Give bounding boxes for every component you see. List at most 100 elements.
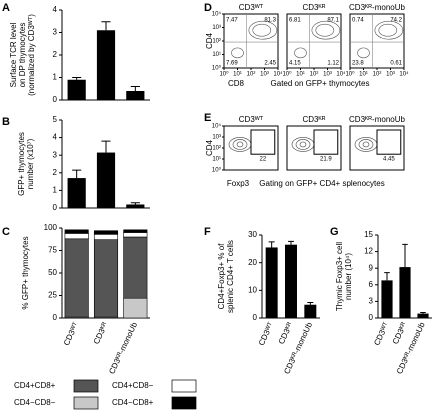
plot-title: CD3ᵂᵀ	[239, 115, 264, 124]
y-tick-label: 30	[248, 230, 257, 239]
y-tick-label: 25	[48, 291, 57, 300]
quadrant-value: 0.61	[390, 61, 402, 67]
error-bar	[72, 169, 82, 179]
y-tick-label: 15	[364, 230, 373, 239]
contour	[231, 47, 244, 59]
y-tick-label: 10¹	[212, 52, 221, 58]
x-tick-label: 10²	[247, 72, 256, 78]
quadrant-value: 0.74	[352, 18, 364, 24]
note: Gating on GFP+ CD4+ splenocytes	[259, 179, 384, 188]
x-axis-label: CD8	[228, 79, 245, 88]
y-tick-label: 10³	[212, 135, 221, 141]
x-axis-label: Foxp3	[227, 179, 250, 188]
panel-letter: G	[330, 226, 339, 238]
contour	[295, 139, 311, 150]
bar	[126, 91, 145, 100]
y-axis-label: % GFP+ thymocytes	[21, 236, 30, 309]
plot-title: CD3ᴷᴿ-monoUb	[349, 115, 405, 124]
y-tick-label: 10	[248, 285, 257, 294]
panel-letter: A	[2, 2, 10, 14]
quadrant-line	[350, 14, 404, 68]
y-axis-label: splenic CD4+ T cells	[226, 240, 235, 313]
contour	[315, 23, 335, 37]
panel-letter: D	[204, 2, 212, 14]
y-tick-label: 0	[53, 95, 58, 104]
x-tick-label: 10³	[386, 72, 395, 78]
y-tick-label: 0	[369, 313, 374, 322]
contour	[252, 23, 272, 37]
x-tick-label: CD3ᴷᴿ-monoUb	[107, 320, 139, 375]
x-tick-label: 10³	[323, 72, 332, 78]
x-tick-label: CD3ᴷᴿ	[277, 321, 295, 346]
y-tick-label: 9	[369, 263, 374, 272]
contour	[236, 141, 244, 148]
bar	[126, 204, 145, 208]
x-tick-label: 10⁰	[345, 71, 355, 78]
y-tick-label: 10²	[212, 39, 221, 45]
contour	[374, 20, 404, 40]
error-bar	[288, 240, 294, 245]
y-tick-label: 4	[53, 5, 58, 14]
x-tick-label: 10⁴	[273, 71, 283, 78]
y-axis-label: CD4	[205, 32, 214, 49]
panel-letter: E	[204, 112, 211, 124]
y-tick-label: 10⁰	[212, 65, 222, 72]
bar	[265, 247, 278, 318]
x-tick-label: 10¹	[296, 72, 305, 78]
quadrant-value: 81.3	[264, 18, 276, 24]
x-tick-label: CD3ᵂᵀ	[257, 320, 276, 346]
gate-value: 4.45	[383, 157, 395, 163]
bar	[96, 30, 116, 100]
contour	[378, 23, 398, 37]
y-tick-label: 10⁴	[212, 123, 222, 130]
y-tick-label: 75	[48, 246, 57, 255]
error-bar	[130, 86, 140, 91]
bar-segment	[64, 238, 89, 318]
x-tick-label: 10⁰	[219, 71, 229, 78]
bar	[304, 304, 317, 318]
panel-letter: F	[204, 226, 211, 238]
gate	[250, 129, 276, 155]
legend-label: CD4−CD8−	[14, 398, 56, 407]
y-axis-label: (normalized by CD3ᵂᵀ)	[27, 14, 36, 96]
bar	[381, 280, 393, 318]
bar	[67, 79, 86, 100]
y-axis-label: on DP thymocytes	[18, 23, 27, 88]
y-axis-label: number (x10⁷)	[26, 138, 35, 189]
x-tick-label: 10⁴	[336, 71, 346, 78]
bar-segment	[64, 233, 89, 240]
y-tick-label: 2	[53, 168, 58, 177]
contour	[311, 20, 341, 40]
x-tick-label: 10²	[310, 72, 319, 78]
bar-segment	[123, 297, 148, 319]
quadrant-value: 6.81	[289, 18, 301, 24]
plot-frame	[286, 125, 342, 171]
bar-segment	[93, 234, 119, 241]
bar-segment	[123, 232, 148, 238]
plot-title: CD3ᴷᴿ	[302, 3, 325, 12]
error-bar	[402, 243, 408, 268]
x-tick-label: CD3ᴷᴿ	[391, 321, 409, 346]
contour	[358, 139, 374, 150]
x-tick-label: 10²	[373, 72, 382, 78]
y-tick-label: 3	[53, 28, 58, 37]
x-tick-label: 10¹	[359, 72, 368, 78]
quadrant-value: 87.1	[327, 18, 339, 24]
y-axis-label: GFP+ thymocytes	[17, 132, 26, 196]
y-tick-label: 4	[53, 133, 58, 142]
error-bar	[307, 302, 314, 305]
y-tick-label: 6	[369, 280, 374, 289]
y-axis-label: Surface TCR level	[9, 22, 18, 87]
legend-swatch	[171, 379, 197, 393]
contour	[362, 141, 370, 148]
y-tick-label: 50	[48, 268, 57, 277]
bar	[96, 152, 116, 208]
y-tick-label: 0	[53, 313, 58, 322]
gate-value: 22	[260, 157, 267, 163]
quadrant-value: 23.8	[352, 61, 364, 67]
gate-value: 21.9	[320, 157, 332, 163]
x-tick-label: 10¹	[233, 72, 242, 78]
quadrant-value: 2.45	[264, 61, 276, 67]
y-tick-label: 10¹	[212, 157, 221, 163]
